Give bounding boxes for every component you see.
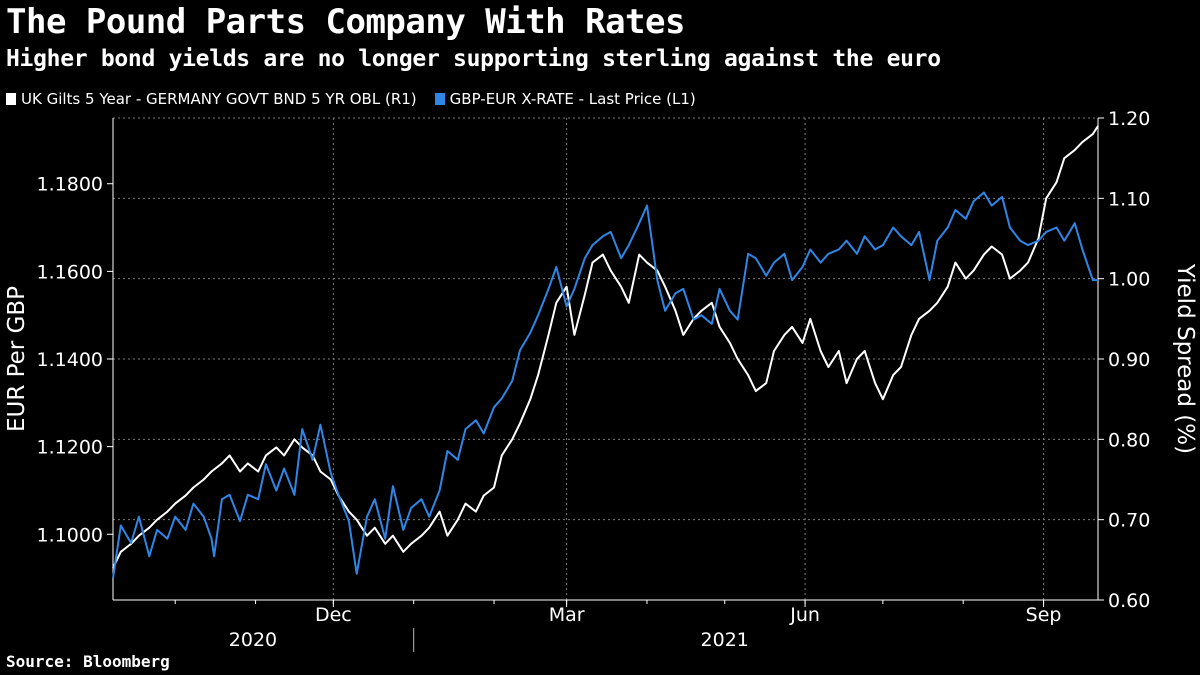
legend: UK Gilts 5 Year - GERMANY GOVT BND 5 YR … bbox=[6, 90, 696, 108]
chart-title: The Pound Parts Company With Rates bbox=[6, 2, 685, 42]
ytick-left-label: 1.1800 bbox=[37, 174, 103, 196]
legend-swatch-spread bbox=[6, 93, 16, 105]
ytick-left-label: 1.1000 bbox=[37, 524, 103, 546]
ytick-left-label: 1.1200 bbox=[37, 437, 103, 459]
series-lines bbox=[112, 125, 1099, 579]
ytick-right-label: 0.60 bbox=[1108, 590, 1150, 612]
ytick-left-label: 1.1600 bbox=[37, 261, 103, 283]
source-note: Source: Bloomberg bbox=[6, 652, 170, 671]
ytick-right-label: 1.00 bbox=[1108, 269, 1150, 291]
legend-item-spread: UK Gilts 5 Year - GERMANY GOVT BND 5 YR … bbox=[6, 90, 417, 108]
ytick-right-label: 0.70 bbox=[1108, 510, 1150, 532]
y-axis-right-title: Yield Spread (%) bbox=[1172, 263, 1198, 454]
chart-subtitle: Higher bond yields are no longer support… bbox=[6, 46, 941, 72]
series-line-gbp-eur bbox=[112, 191, 1098, 579]
year-label: 2020 bbox=[229, 629, 277, 651]
xtick-label: Jun bbox=[789, 604, 820, 626]
y-axis-left-title: EUR Per GBP bbox=[4, 286, 30, 432]
legend-label-fx: GBP-EUR X-RATE - Last Price (L1) bbox=[449, 90, 696, 108]
ytick-right-label: 1.20 bbox=[1108, 108, 1150, 130]
ytick-right-label: 0.90 bbox=[1108, 349, 1150, 371]
xtick-label: Dec bbox=[315, 604, 352, 626]
ytick-right-label: 0.80 bbox=[1108, 429, 1150, 451]
legend-label-spread: UK Gilts 5 Year - GERMANY GOVT BND 5 YR … bbox=[21, 90, 417, 108]
series-line-yield-spread bbox=[112, 125, 1099, 569]
legend-swatch-fx bbox=[434, 93, 445, 105]
axes bbox=[107, 117, 1104, 652]
axis-labels: 0.60 0.70 0.80 0.90 1.00 1.10 1.20 1.1000 1.1200… bbox=[4, 108, 1198, 651]
xtick-label: Mar bbox=[549, 604, 585, 626]
ytick-right-label: 1.10 bbox=[1108, 188, 1150, 210]
year-label: 2021 bbox=[701, 629, 749, 651]
xtick-label: Sep bbox=[1026, 604, 1062, 626]
gridlines bbox=[113, 117, 1098, 601]
ytick-left-label: 1.1400 bbox=[37, 349, 103, 371]
legend-item-fx: GBP-EUR X-RATE - Last Price (L1) bbox=[434, 90, 696, 108]
